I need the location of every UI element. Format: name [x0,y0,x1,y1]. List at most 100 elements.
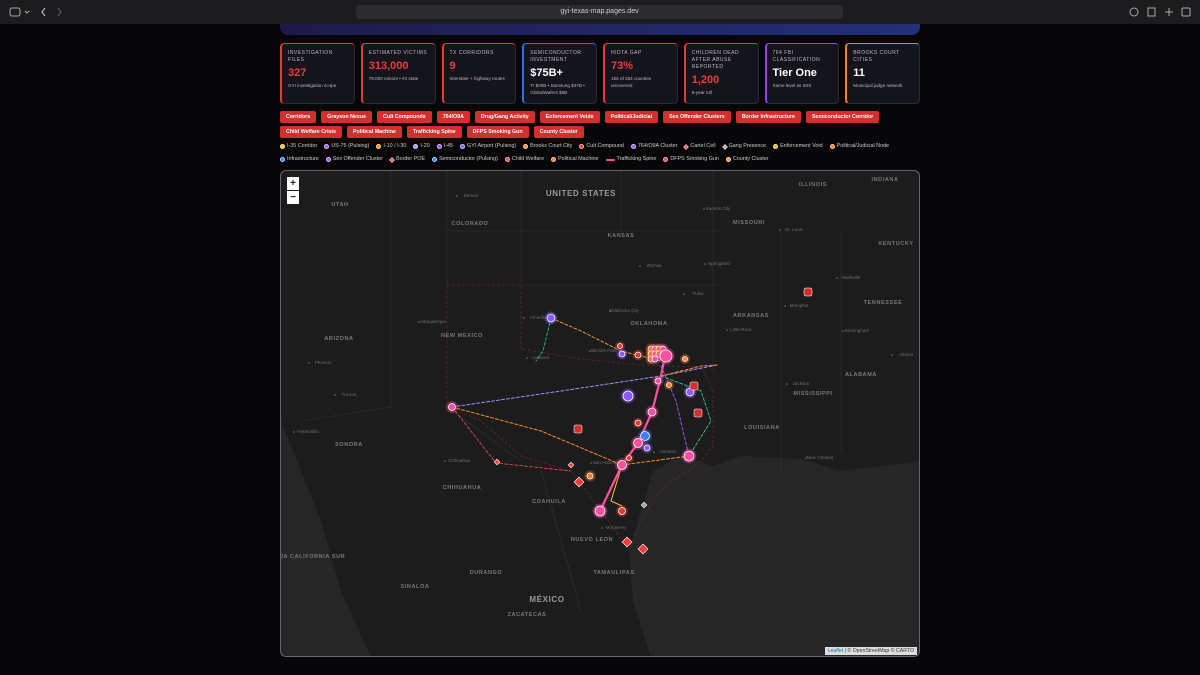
zoom-in[interactable]: + [287,177,299,190]
city-dot [590,462,592,464]
diamond-marker [567,461,575,469]
city-dot [589,350,591,352]
lubbock-route [535,317,552,362]
forward-button[interactable] [57,7,62,17]
sidebar-button[interactable] [9,7,21,17]
filter-button[interactable]: Political Machine [346,126,402,138]
legend-label: US-75 (Pulsing) [331,143,370,149]
browser-toolbar: gyi-texas-map.pages.dev [0,0,1200,24]
new-tab-button[interactable] [1165,8,1173,16]
marker [651,355,659,363]
stat-card: 764 FBI CLASSIFICATION Tier One Same level… [764,43,840,104]
map-label: ALABAMA [845,372,877,378]
map-label: LOUISIANA [744,425,780,431]
legend-label: Infrastructure [287,156,319,162]
filter-button[interactable]: Corridors [280,111,317,123]
map-label: ARKANSAS [733,313,769,319]
map-label: Houston [659,449,677,454]
map-label: NUEVO LEON [571,537,613,543]
legend-label: Brooks Court City [530,143,573,149]
legend-swatch [605,158,615,161]
filter-button[interactable]: Child Welfare Crisis [280,126,342,138]
stat-label: SEMICONDUCTOR INVESTMENT [530,50,582,63]
state-borders [300,171,842,612]
filter-button[interactable]: Drug/Gang Activity [474,111,535,123]
map-label: SONORA [335,442,363,448]
diamond-marker [640,501,648,509]
city-dot [523,317,525,319]
map-label: COAHUILA [532,499,566,505]
stat-value: Tier One [772,67,817,79]
map-label: INDIANA [871,177,898,183]
i45-corridor [660,365,690,457]
city-dot [683,293,685,295]
map-label: Chihuahua [448,458,471,463]
trafficking-spine [598,349,668,513]
legend-label: County Cluster [732,156,769,162]
filter-button[interactable]: Enforcement Voids [539,111,600,123]
filter-button[interactable]: Grayson Nexus [321,111,373,123]
legend-item: Infrastructure [280,156,319,163]
marker [626,455,632,461]
tabs-overview[interactable] [1181,7,1191,17]
map-label: Jackson [793,381,810,386]
legend-item: 764/O9A Cluster [630,143,677,150]
filter-button[interactable]: DFPS Smoking Gun [466,126,529,138]
map[interactable]: UNITED STATES ILLINOIS INDIANA UTAH COLORADO… [280,170,920,657]
city-dot [293,431,295,433]
stat-label: HIDTA GAP [611,50,642,56]
map-label: Amarillo [530,315,547,320]
map-label: Birmingham [845,328,870,333]
filter-button[interactable]: Border Infrastructure [735,111,801,123]
stat-label: BROOKS COURT CITIES [853,50,900,63]
filter-button[interactable]: Semiconductor Corridor [806,111,880,123]
stat-value: 1,200 [691,74,720,86]
legend-label: Border POE [396,156,426,162]
legend-label: Sex Offender Cluster [332,156,384,162]
city-dot [601,527,603,529]
back-button[interactable] [41,7,46,17]
legend-item: US-75 (Pulsing) [324,143,369,150]
map-label: Albuquerque [420,319,446,324]
share-button[interactable] [1147,7,1156,17]
filter-button[interactable]: Political/Judicial [604,111,659,123]
legend-swatch [829,144,835,149]
city-dot [653,451,655,453]
stat-label: TX CORRIDORS [449,50,494,56]
legend-item: GYI Airport (Pulsing) [460,143,516,150]
legend-item: Political/Judicial Node [829,143,889,150]
marker [654,377,662,385]
address-bar[interactable]: gyi-texas-map.pages.dev [356,5,843,19]
marker [640,431,650,441]
filter-button[interactable]: Cult Compounds [377,111,432,123]
map-label: New Orleans [807,455,834,460]
attribution: Leaflet | © OpenStreetMap © CARTO [824,647,917,655]
stat-note: TI $30B • Samsung $37B • GlobalWafers $5… [530,83,585,95]
city-dot [456,195,458,197]
map-label: CHIHUAHUA [443,485,482,491]
legend-swatch [721,143,728,150]
zoom-out[interactable]: − [287,191,299,204]
stat-value: 11 [853,67,865,79]
filter-button[interactable]: Trafficking Spine [406,126,462,138]
marker [633,438,643,448]
filter-button[interactable]: 764/O9A [436,111,470,123]
filter-button[interactable]: Sex Offender Clusters [663,111,731,123]
tab-menu[interactable] [24,10,30,14]
stat-note: 6-year toll [691,90,712,95]
city-dot [308,362,310,364]
stat-value: $75B+ [530,67,563,79]
marker [586,472,594,480]
map-label: Denver [464,193,479,198]
city-dot [703,208,705,210]
city-dot [704,263,706,265]
map-label: KENTUCKY [878,241,913,247]
marker [682,356,688,362]
stat-card: HIDTA GAP 73% 186 of 254 counties uncovere… [603,43,678,104]
downloads-button[interactable] [1129,7,1139,17]
attribution-link[interactable]: Leaflet [827,648,844,654]
filter-button[interactable]: County Cluster [533,126,584,138]
legend-label: I-45 [443,143,453,149]
square-marker [803,287,813,297]
diamond-marker [621,536,633,548]
